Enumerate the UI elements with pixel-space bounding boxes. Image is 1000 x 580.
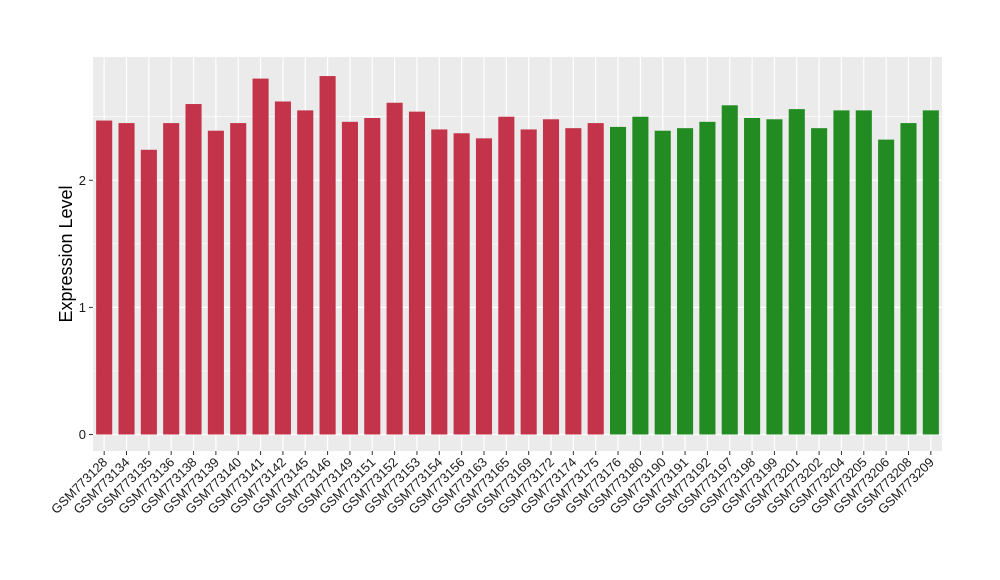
bar-GSM773191 (677, 128, 694, 435)
bar-GSM773163 (475, 138, 493, 435)
y-axis: 0 1 2 (79, 173, 93, 442)
bar-GSM773192 (699, 121, 716, 435)
y-axis-title: Expression Level (56, 185, 76, 322)
x-axis: GSM773128GSM773134GSM773135GSM773136GSM7… (48, 451, 937, 517)
bar-GSM773156 (453, 133, 470, 435)
bar-GSM773154 (431, 129, 448, 435)
bar-GSM773169 (520, 129, 537, 435)
bar-GSM773138 (185, 104, 202, 435)
bar-GSM773197 (721, 105, 738, 435)
bar-GSM773206 (878, 139, 895, 435)
bar-GSM773190 (654, 130, 671, 435)
bar-GSM773202 (811, 128, 828, 435)
bar-GSM773176 (609, 126, 627, 435)
bar-GSM773140 (230, 123, 247, 435)
bar-GSM773198 (744, 118, 761, 435)
bar-GSM773134 (118, 123, 135, 435)
bar-GSM773139 (207, 130, 224, 435)
bar-GSM773180 (632, 116, 649, 435)
bar-GSM773209 (922, 110, 939, 435)
bar-GSM773201 (788, 109, 805, 435)
bar-GSM773136 (163, 123, 180, 435)
bar-GSM773141 (252, 78, 269, 435)
bar-GSM773153 (408, 111, 426, 435)
bar-GSM773199 (766, 119, 783, 435)
bar-GSM773172 (542, 119, 560, 435)
bar-GSM773142 (274, 101, 291, 435)
bar-GSM773146 (319, 76, 336, 435)
bar-GSM773145 (297, 110, 314, 435)
bar-GSM773149 (341, 121, 358, 435)
bars-layer (96, 76, 939, 435)
bar-GSM773208 (900, 123, 917, 435)
bar-GSM773128 (96, 120, 113, 435)
bar-GSM773204 (833, 110, 850, 435)
bar-GSM773205 (855, 110, 872, 435)
bar-GSM773151 (364, 118, 381, 435)
bar-GSM773165 (498, 116, 515, 435)
y-tick-label: 2 (79, 173, 86, 188)
bar-GSM773174 (565, 128, 582, 435)
bar-GSM773175 (587, 123, 604, 435)
y-tick-label: 0 (79, 427, 86, 442)
bar-GSM773152 (386, 102, 403, 435)
bar-GSM773135 (140, 149, 157, 435)
y-tick-label: 1 (79, 300, 86, 315)
